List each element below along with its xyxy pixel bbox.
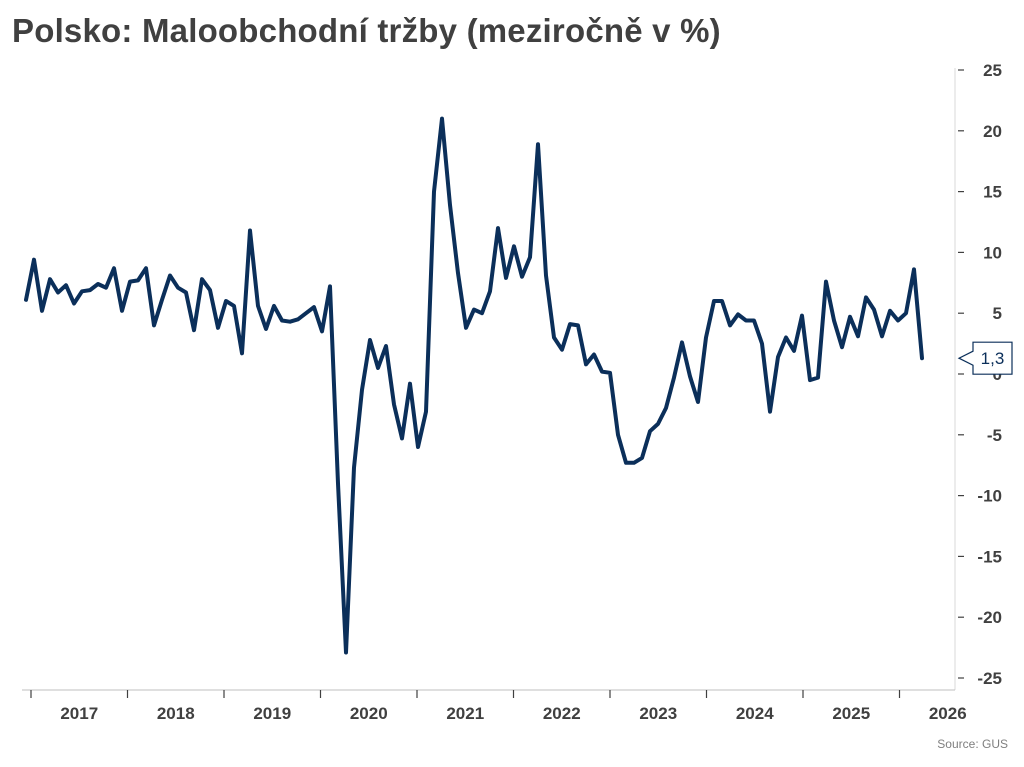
last-value-label: 1,3	[981, 349, 1005, 368]
chart-title: Polsko: Maloobchodní tržby (meziročně v …	[12, 12, 721, 49]
x-axis: 2017 2018 2019 2020 2021 2022 2023 2024 2025 2026	[22, 689, 967, 723]
source-note: Source: GUS	[937, 737, 1008, 751]
y-tick-label: -10	[977, 487, 1002, 506]
y-tick-label: 20	[983, 122, 1002, 141]
y-tick-label: -5	[987, 426, 1002, 445]
series-line-0	[24, 116, 924, 655]
series-layer	[24, 116, 924, 655]
x-tick-label: 2023	[639, 704, 677, 723]
x-tick-label: 2021	[446, 704, 484, 723]
y-axis: 2520151050-5-10-15-20-25	[954, 61, 1002, 690]
x-tick-label: 2020	[350, 704, 388, 723]
x-tick-label: 2026	[929, 704, 967, 723]
x-tick-label: 2024	[736, 704, 774, 723]
y-tick-label: 25	[983, 61, 1002, 80]
y-tick-label: -15	[977, 547, 1002, 566]
x-tick-label: 2018	[157, 704, 195, 723]
y-tick-label: 15	[983, 183, 1002, 202]
y-tick-label: -20	[977, 608, 1002, 627]
y-tick-label: 10	[983, 243, 1002, 262]
x-tick-label: 2017	[60, 704, 98, 723]
y-tick-label: -25	[977, 669, 1002, 688]
callout-box	[957, 341, 1013, 375]
y-tick-label: 5	[993, 304, 1002, 323]
x-tick-label: 2022	[543, 704, 581, 723]
last-value-callout: 1,3	[957, 341, 1013, 375]
x-tick-label: 2025	[832, 704, 870, 723]
x-tick-label: 2019	[253, 704, 291, 723]
